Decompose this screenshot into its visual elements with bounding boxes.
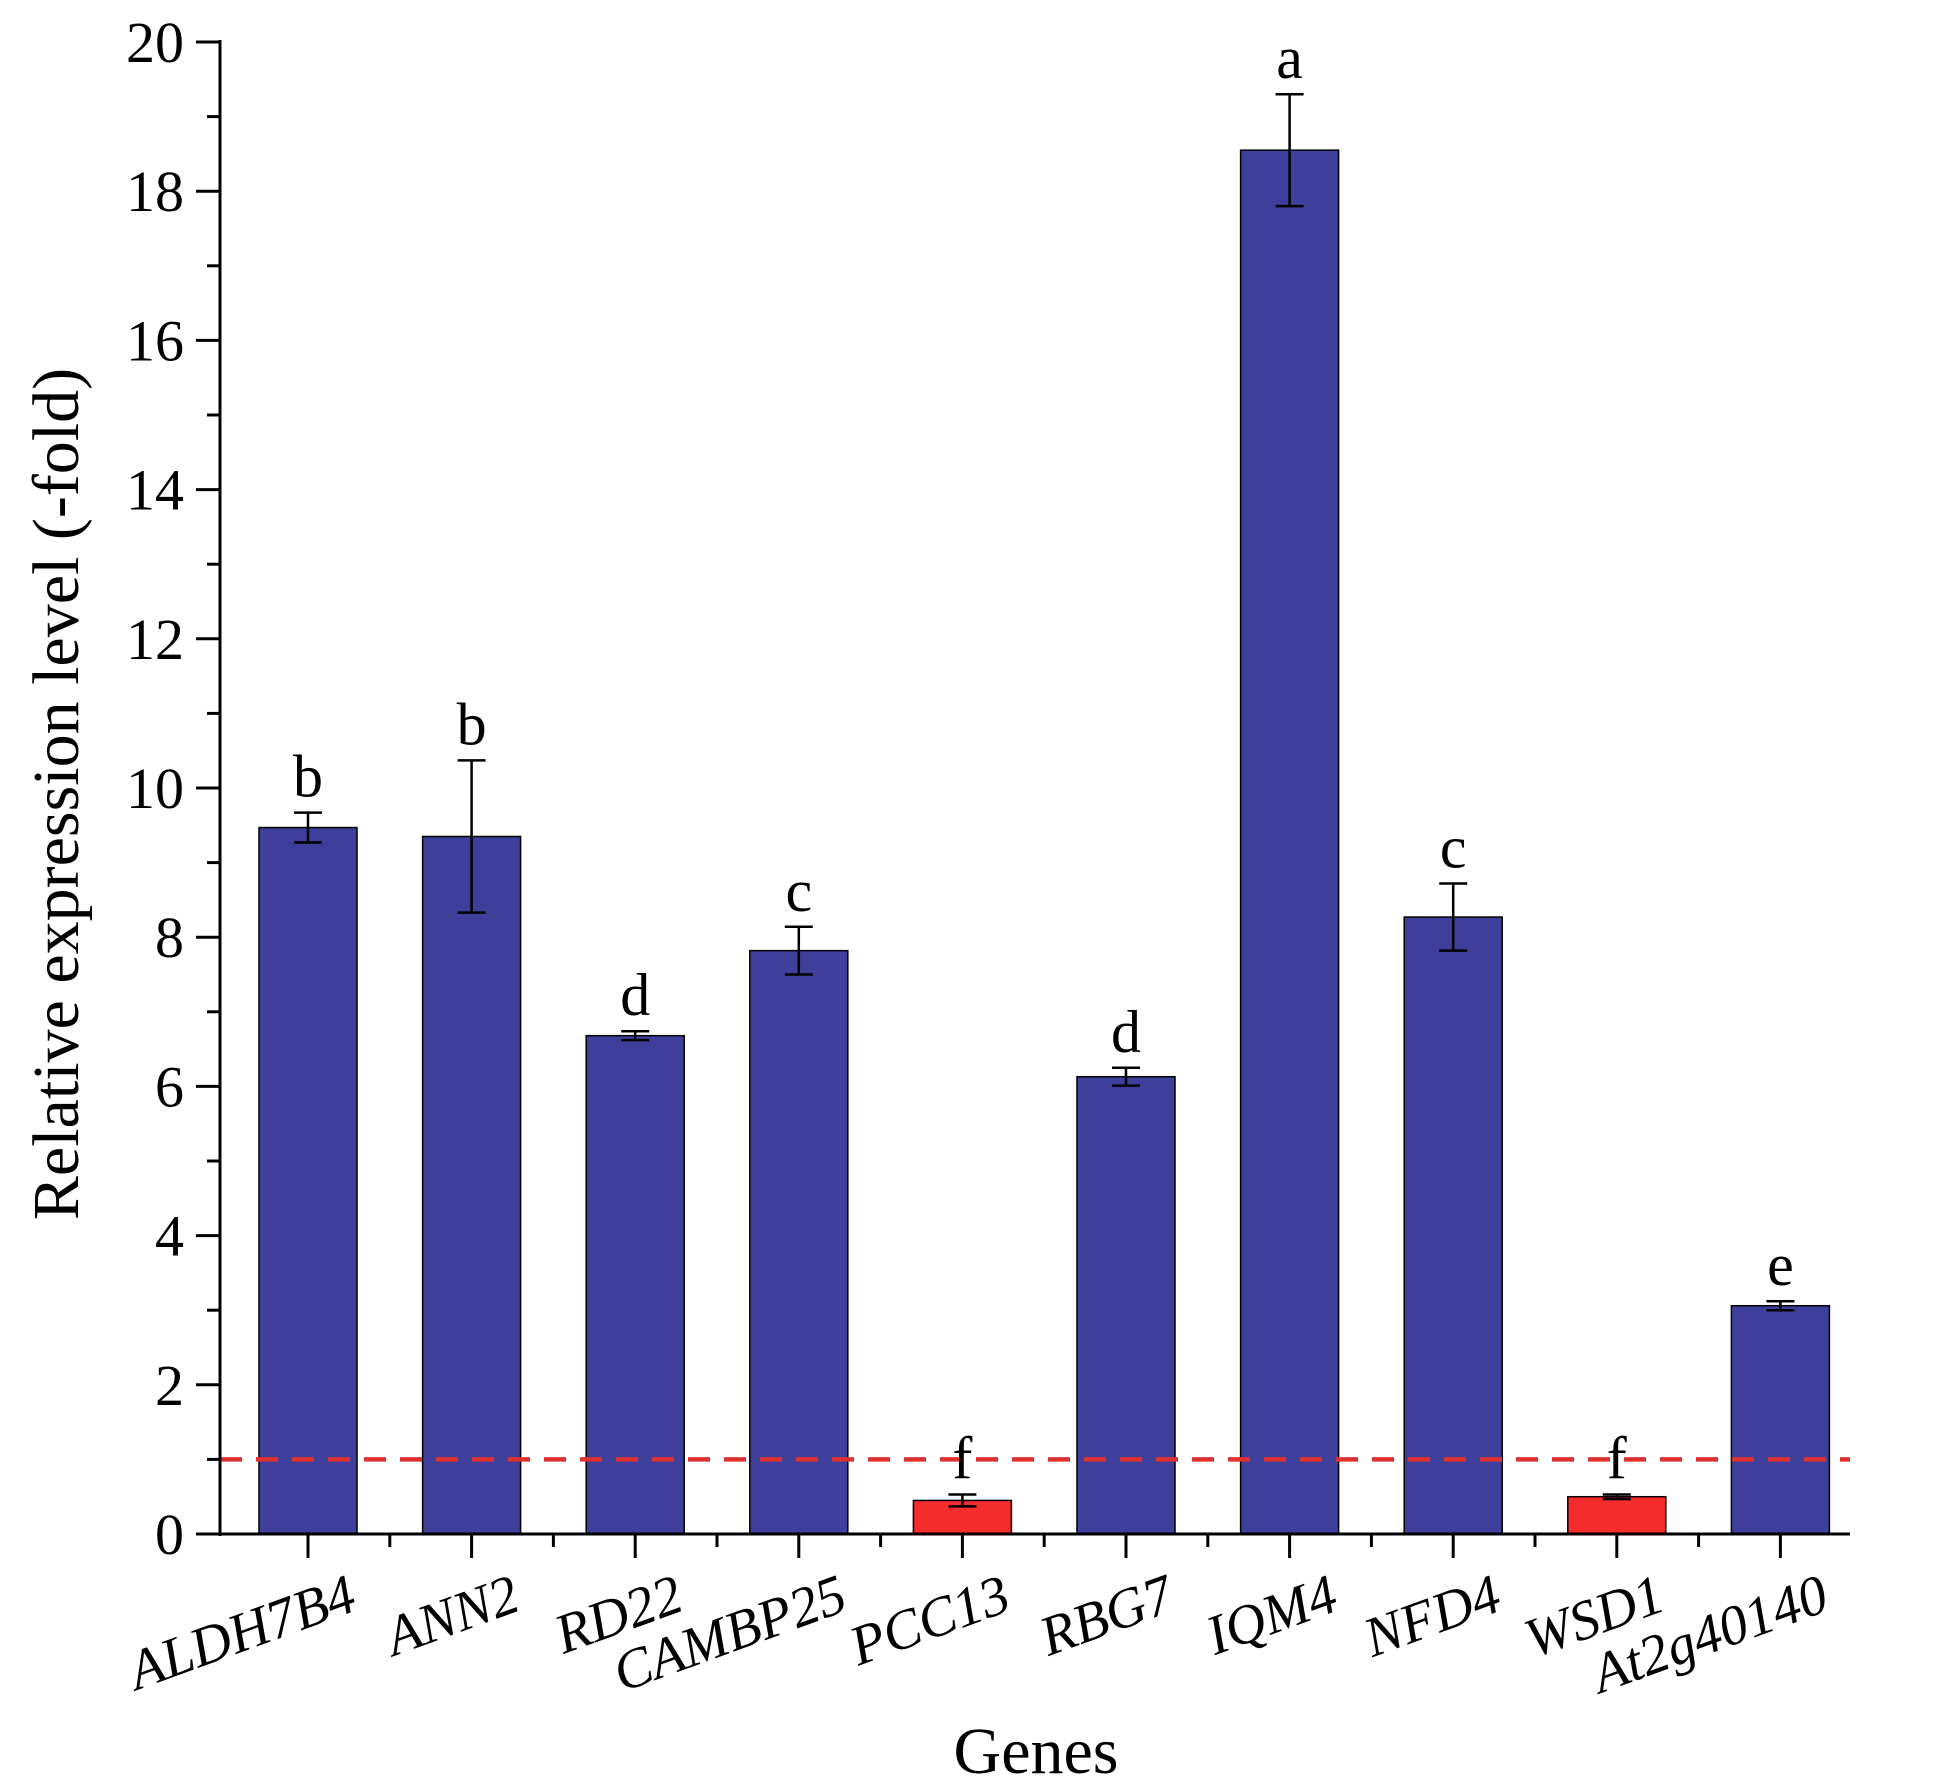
- y-axis-title: Relative expression level (-fold): [20, 368, 93, 1220]
- significance-label: b: [293, 744, 323, 810]
- axes: 0 2 4 6 8 10 12 14 16 18 20: [126, 10, 1850, 1567]
- x-tick-label-pcc13: PCC13: [841, 1563, 1018, 1678]
- significance-label: f: [1607, 1425, 1627, 1491]
- y-tick-label: 12: [126, 607, 184, 672]
- bar-at2g40140: [1730, 1304, 1831, 1535]
- x-tick-label-ann2: ANN2: [373, 1563, 527, 1669]
- significance-label: e: [1767, 1232, 1794, 1298]
- y-tick-label: 14: [126, 458, 184, 523]
- y-tick-label: 16: [126, 308, 184, 373]
- y-tick-label: 20: [126, 10, 184, 75]
- x-tick-label-aldh7b4: ALDH7B4: [116, 1563, 363, 1704]
- bar-rbg7: [1076, 1075, 1176, 1535]
- significance-label: d: [620, 962, 650, 1028]
- significance-label: c: [785, 858, 812, 924]
- y-tick-label: 6: [155, 1054, 184, 1119]
- significance-label: d: [1111, 999, 1141, 1065]
- error-bars: [294, 92, 1795, 1508]
- y-tick-label: 18: [126, 159, 184, 224]
- x-tick-label-rbg7: RBG7: [1031, 1563, 1184, 1669]
- significance-label: c: [1440, 814, 1467, 880]
- significance-label: f: [952, 1425, 972, 1491]
- bar-nfd4: [1403, 916, 1503, 1535]
- x-axis-title: Genes: [954, 1715, 1119, 1787]
- y-tick-label: 0: [155, 1502, 184, 1567]
- bar-ann2: [421, 835, 522, 1535]
- bar-cambp25: [749, 949, 849, 1535]
- y-tick-label: 10: [126, 756, 184, 821]
- y-tick-label: 4: [155, 1204, 184, 1269]
- y-tick-label: 2: [155, 1353, 184, 1418]
- bars: [258, 149, 1831, 1535]
- x-tick-label-nfd4: NFD4: [1355, 1563, 1509, 1669]
- bar-aldh7b4: [258, 826, 358, 1535]
- y-tick-label: 8: [155, 905, 184, 970]
- bar-iqm4: [1239, 149, 1340, 1535]
- bar-rd22: [585, 1034, 685, 1535]
- x-tick-label-iqm4: IQM4: [1197, 1563, 1345, 1667]
- significance-label: a: [1276, 25, 1303, 91]
- bar-wsd1: [1567, 1495, 1667, 1535]
- significance-label: b: [457, 691, 487, 757]
